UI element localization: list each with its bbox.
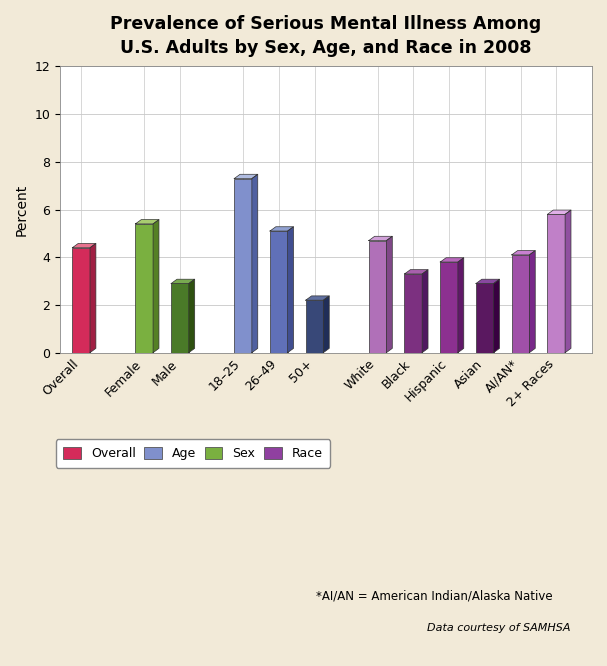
Polygon shape xyxy=(404,270,428,274)
Legend: Overall, Age, Sex, Race: Overall, Age, Sex, Race xyxy=(56,439,330,468)
Bar xyxy=(72,248,90,353)
Title: Prevalence of Serious Mental Illness Among
U.S. Adults by Sex, Age, and Race in : Prevalence of Serious Mental Illness Amo… xyxy=(110,15,541,57)
Polygon shape xyxy=(565,210,571,353)
Polygon shape xyxy=(72,244,96,248)
Polygon shape xyxy=(476,279,500,284)
Polygon shape xyxy=(529,250,535,353)
Text: Data courtesy of SAMHSA: Data courtesy of SAMHSA xyxy=(427,623,571,633)
Bar xyxy=(306,300,324,353)
Polygon shape xyxy=(90,244,96,353)
Polygon shape xyxy=(387,236,392,353)
Polygon shape xyxy=(234,174,258,178)
Bar xyxy=(270,231,288,353)
Bar xyxy=(548,214,565,353)
Polygon shape xyxy=(270,226,294,231)
Polygon shape xyxy=(548,210,571,214)
Bar xyxy=(512,255,529,353)
Polygon shape xyxy=(288,226,294,353)
Bar xyxy=(476,284,493,353)
Polygon shape xyxy=(493,279,500,353)
Polygon shape xyxy=(135,220,159,224)
Polygon shape xyxy=(458,258,464,353)
Bar xyxy=(135,224,153,353)
Bar xyxy=(368,240,387,353)
Polygon shape xyxy=(422,270,428,353)
Bar xyxy=(171,284,189,353)
Polygon shape xyxy=(171,279,195,284)
Polygon shape xyxy=(440,258,464,262)
Polygon shape xyxy=(368,236,392,240)
Text: *AI/AN = American Indian/Alaska Native: *AI/AN = American Indian/Alaska Native xyxy=(316,589,552,603)
Bar xyxy=(404,274,422,353)
Polygon shape xyxy=(324,296,329,353)
Polygon shape xyxy=(153,220,159,353)
Polygon shape xyxy=(512,250,535,255)
Polygon shape xyxy=(252,174,258,353)
Bar xyxy=(440,262,458,353)
Y-axis label: Percent: Percent xyxy=(15,183,29,236)
Polygon shape xyxy=(189,279,195,353)
Polygon shape xyxy=(306,296,329,300)
Bar xyxy=(234,178,252,353)
